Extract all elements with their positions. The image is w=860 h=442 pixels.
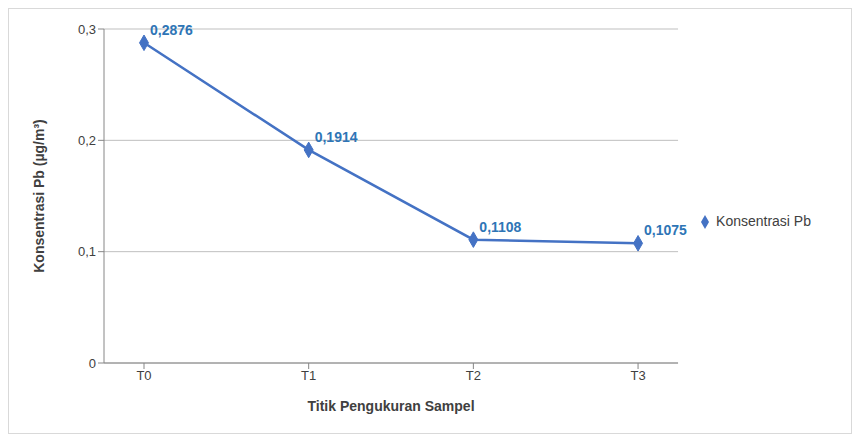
svg-text:0,1: 0,1 <box>78 244 96 259</box>
svg-text:T3: T3 <box>630 368 645 383</box>
svg-text:0,2: 0,2 <box>78 133 96 148</box>
svg-text:Titik Pengukuran Sampel: Titik Pengukuran Sampel <box>308 398 475 414</box>
svg-text:0,2876: 0,2876 <box>150 22 193 38</box>
svg-text:0,1914: 0,1914 <box>315 129 358 145</box>
svg-text:0,1075: 0,1075 <box>644 222 687 238</box>
html-text:Konsentrasi Pb: Konsentrasi Pb <box>716 212 811 229</box>
svg-text:0,1108: 0,1108 <box>479 219 521 235</box>
svg-text:Konsentrasi Pb (µg/m³): Konsentrasi Pb (µg/m³) <box>31 119 47 273</box>
svg-text:0: 0 <box>89 356 96 371</box>
svg-text:T0: T0 <box>136 368 151 383</box>
svg-text:T1: T1 <box>301 368 316 383</box>
svg-text:0,3: 0,3 <box>78 22 96 37</box>
svg-text:T2: T2 <box>466 368 481 383</box>
